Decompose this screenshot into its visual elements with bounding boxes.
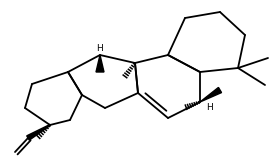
Text: H: H <box>207 102 213 112</box>
Text: H: H <box>97 43 103 52</box>
Polygon shape <box>27 124 50 140</box>
Polygon shape <box>96 55 104 72</box>
Polygon shape <box>200 87 221 102</box>
